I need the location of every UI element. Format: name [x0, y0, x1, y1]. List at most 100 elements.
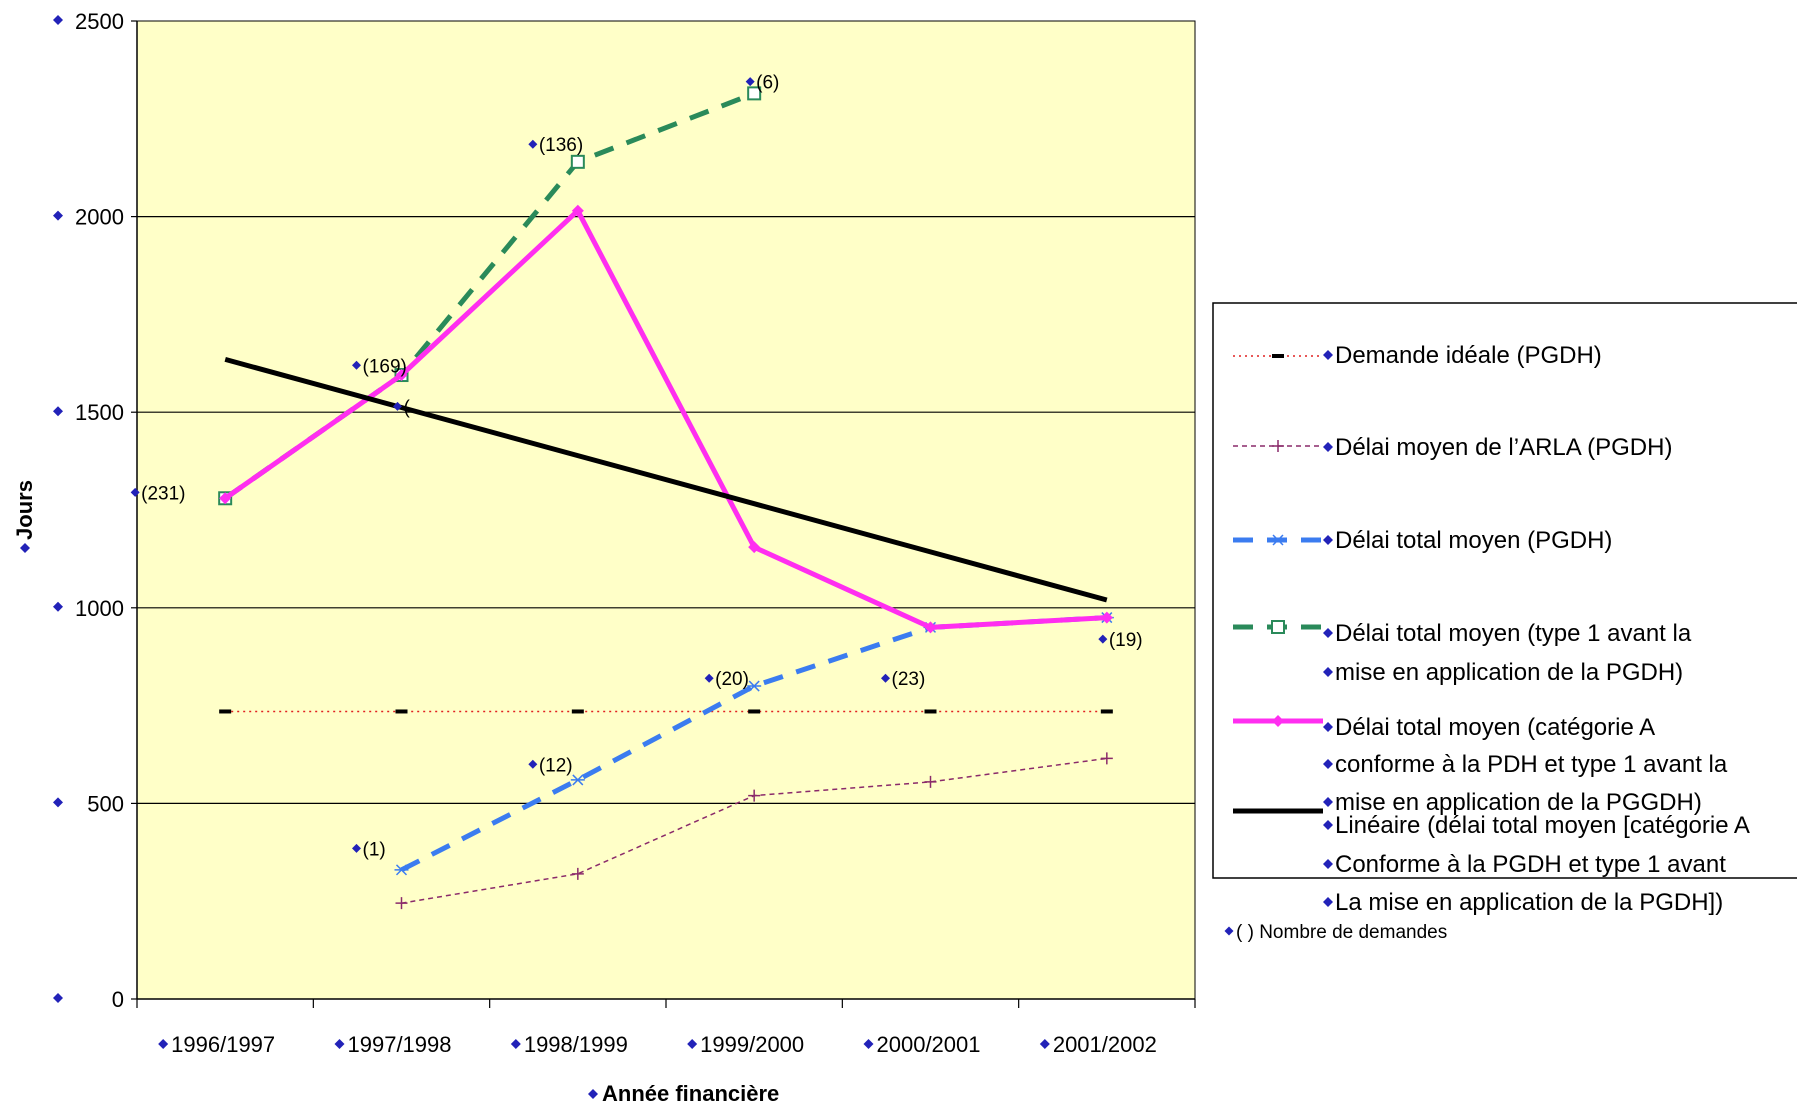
- label-diamond: [1323, 797, 1333, 807]
- label-diamond: [1039, 1039, 1050, 1049]
- label-diamond: [158, 1039, 169, 1049]
- point-marker: [571, 709, 584, 714]
- label-diamond: [1323, 820, 1333, 830]
- legend-note: ( ) Nombre de demandes: [1224, 922, 1447, 943]
- label-diamond: [352, 360, 361, 370]
- label-diamond: [745, 77, 755, 87]
- point-marker: [1100, 709, 1113, 714]
- label-diamond: [53, 210, 63, 221]
- series-layer: [218, 86, 1114, 910]
- legend-entry: Délai total moyen (PGDH): [1335, 527, 1612, 554]
- label-diamond: [881, 673, 890, 683]
- legend-entry: Conforme à la PGDH et type 1 avant: [1335, 851, 1726, 878]
- point-marker: [747, 680, 762, 692]
- label-diamond: [510, 1039, 521, 1049]
- point-marker: [1100, 611, 1113, 624]
- label-diamond: [130, 487, 140, 497]
- point-marker: [219, 492, 232, 505]
- label-diamond: [1323, 759, 1333, 769]
- label-diamond: [393, 401, 402, 411]
- legend-entry: Linéaire (délai total moyen [catégorie A: [1335, 812, 1750, 839]
- label-diamond: [53, 601, 63, 612]
- y-tick-label: 2500: [75, 9, 124, 34]
- point-marker: [924, 621, 937, 634]
- point-marker: [1272, 440, 1284, 452]
- label-diamond: [1224, 926, 1234, 936]
- label-diamond: [53, 15, 63, 25]
- point-count-label: (19): [1109, 630, 1143, 651]
- point-marker: [748, 789, 761, 802]
- y-tick-label: 1500: [75, 400, 124, 425]
- point-marker: [571, 204, 584, 217]
- label-diamond: [53, 993, 63, 1003]
- x-axis-title: Année financière: [602, 1081, 779, 1105]
- point-marker: [570, 774, 585, 786]
- x-tick-label: 1996/1997: [171, 1032, 275, 1057]
- legend-entry: conforme à la PDH et type 1 avant la: [1335, 751, 1728, 778]
- point-marker: [1271, 620, 1285, 634]
- point-count-label: (1): [363, 839, 386, 860]
- y-axis-title: Jours: [12, 480, 37, 540]
- series-line: [223, 208, 1107, 630]
- series-1: [219, 709, 1113, 714]
- point-marker: [924, 709, 937, 714]
- point-marker: [748, 709, 761, 714]
- legend-box: [1212, 302, 1797, 879]
- label-diamond: [1323, 628, 1333, 638]
- legend-entry: Délai moyen de l’ARLA (PGDH): [1335, 434, 1672, 461]
- y-tick-label: 500: [87, 791, 124, 816]
- legend: Demande idéale (PGDH) Délai moyen de l’AR…: [1212, 302, 1797, 916]
- x-tick-label: 1997/1998: [348, 1032, 452, 1057]
- label-diamond: [53, 797, 63, 808]
- legend-entry: Délai total moyen (type 1 avant la: [1335, 620, 1692, 647]
- legend-entry: mise en application de la PGGDH): [1335, 789, 1702, 816]
- y-tick-label: 2000: [75, 205, 124, 230]
- legend-entry: Demande idéale (PGDH): [1335, 342, 1602, 369]
- point-marker: [1272, 354, 1284, 358]
- point-count-label: (: [404, 397, 411, 418]
- x-axis-title-group: Année financière: [588, 1081, 779, 1105]
- x-tick-label: 2000/2001: [877, 1032, 981, 1057]
- label-diamond: [1323, 535, 1333, 545]
- point-count-label: (136): [539, 135, 583, 156]
- label-diamond: [1323, 897, 1333, 907]
- label-diamond: [352, 843, 361, 853]
- plot-area: [136, 20, 1196, 1000]
- label-diamond: [53, 406, 63, 417]
- point-count-label: (23): [892, 669, 926, 690]
- point-marker: [394, 864, 409, 876]
- y-axis-ticks: 0 500 1000 1500 2000 2500: [53, 9, 137, 1012]
- annotations: (231) (169) ((1) (136) (12) (6) (20) (23) (19): [130, 73, 1143, 860]
- label-diamond: [1098, 634, 1108, 644]
- series-2: [395, 752, 1113, 910]
- legend-entry: mise en application de la PGDH): [1335, 659, 1683, 686]
- point-marker: [570, 154, 585, 169]
- point-marker: [747, 86, 762, 101]
- point-marker: [571, 867, 584, 880]
- legend-entry: La mise en application de la PGDH]): [1335, 889, 1723, 916]
- x-axis-ticks: 1996/1997 1997/1998 1998/1999 1999/2000 2000…: [136, 999, 1196, 1057]
- point-count-label: (169): [363, 356, 407, 377]
- point-marker: [395, 709, 408, 714]
- label-diamond: [704, 673, 714, 683]
- point-count-label: (6): [756, 73, 779, 94]
- label-diamond: [687, 1039, 698, 1049]
- label-diamond: [1323, 350, 1333, 360]
- point-marker: [1100, 752, 1113, 765]
- label-diamond: [528, 139, 538, 149]
- gridlines: [137, 216, 1195, 805]
- legend-note-text: ( ) Nombre de demandes: [1236, 922, 1447, 943]
- point-marker: [748, 541, 761, 554]
- point-marker: [395, 369, 408, 382]
- label-diamond: [1323, 859, 1333, 869]
- point-marker: [924, 775, 937, 788]
- label-diamond: [863, 1039, 874, 1049]
- point-marker: [219, 709, 232, 714]
- point-marker: [1272, 715, 1284, 727]
- legend-entry: Délai total moyen (catégorie A: [1335, 714, 1655, 741]
- point-count-label: (20): [715, 669, 749, 690]
- point-count-label: (12): [539, 755, 573, 776]
- series-line: [224, 356, 1108, 603]
- x-tick-label: 1998/1999: [524, 1032, 628, 1057]
